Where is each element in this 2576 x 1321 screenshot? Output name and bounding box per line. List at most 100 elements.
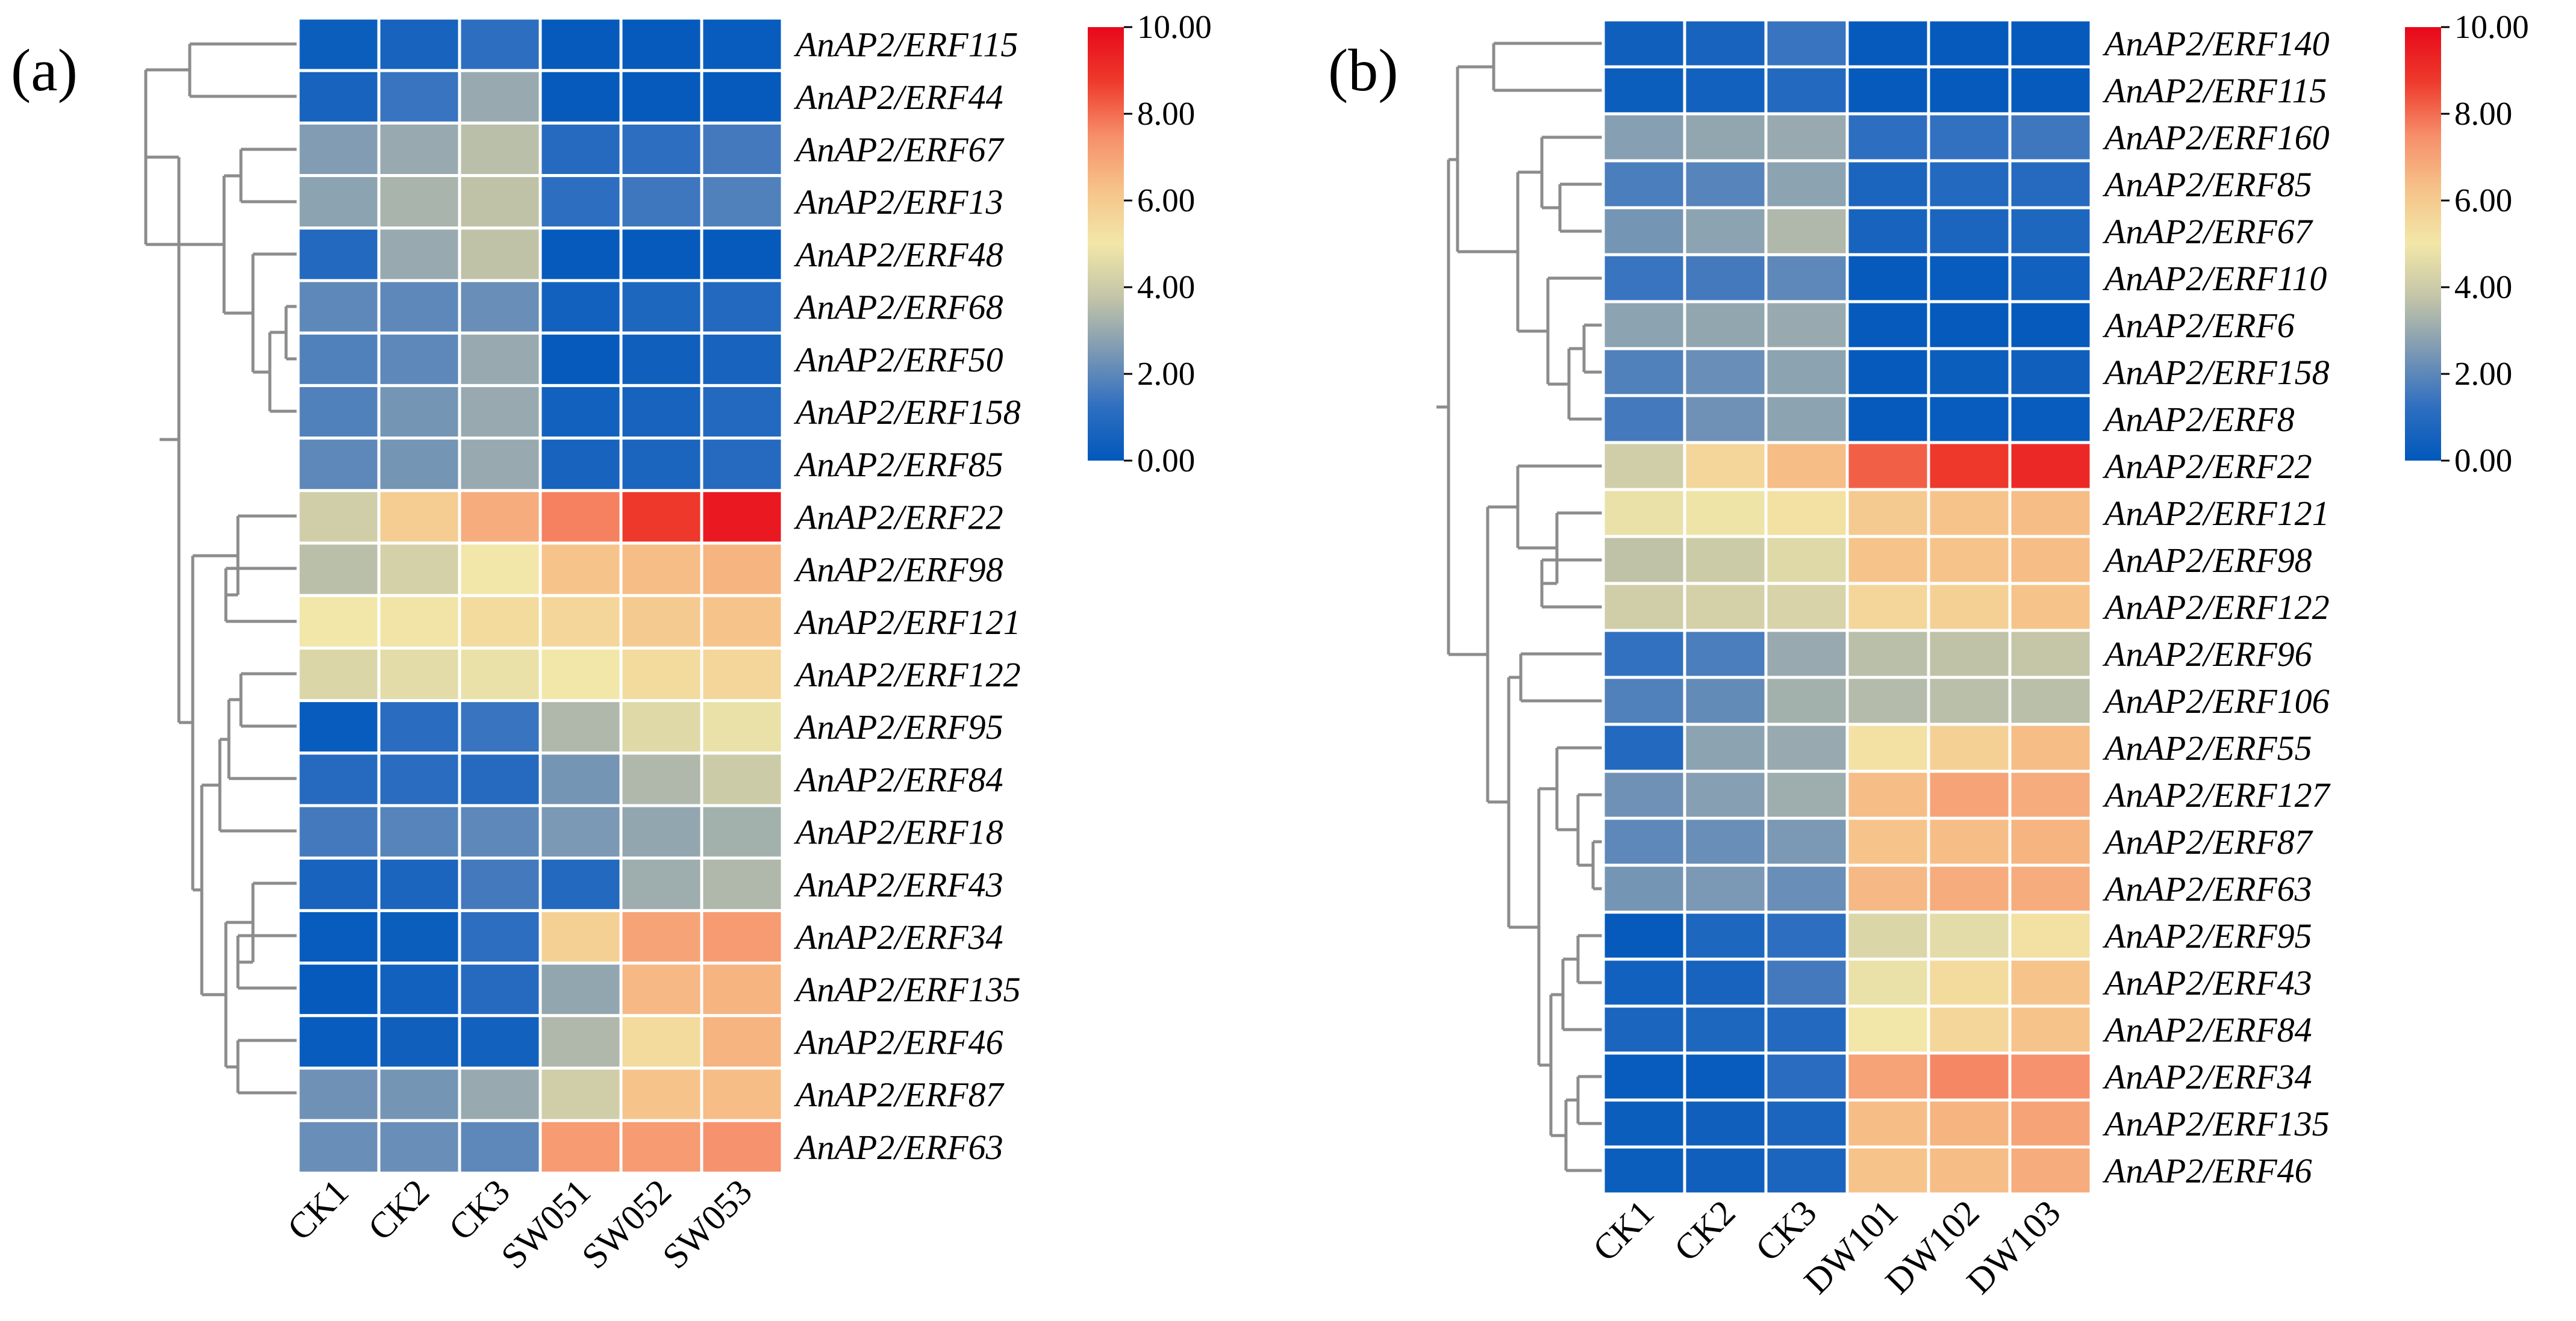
row-label: AnAP2/ERF13	[793, 182, 1003, 222]
row-label: AnAP2/ERF84	[793, 760, 1003, 799]
heatmap-cell	[1764, 206, 1849, 256]
heatmap-cell	[1683, 957, 1768, 1008]
heatmap-cell	[1764, 816, 1849, 867]
heatmap-cell	[296, 804, 381, 860]
heatmap-cell	[1601, 394, 1686, 444]
heatmap-cell	[377, 1014, 461, 1070]
heatmap-cell	[1927, 1098, 2012, 1149]
heatmap-cell	[1927, 159, 2012, 210]
heatmap-cell	[700, 962, 784, 1018]
heatmap-cell	[296, 279, 381, 335]
heatmap-cell	[538, 174, 623, 230]
heatmap-cell	[619, 489, 703, 545]
heatmap-cell	[377, 174, 461, 230]
heatmap-cell	[619, 1119, 703, 1175]
heatmap-cell	[538, 384, 623, 440]
heatmap-cell	[1601, 488, 1686, 538]
row-label: AnAP2/ERF135	[793, 970, 1021, 1009]
row-label: AnAP2/ERF43	[2102, 963, 2312, 1002]
heatmap-cell	[1764, 1098, 1849, 1149]
heatmap-cell	[1601, 816, 1686, 867]
heatmap-cell	[1601, 65, 1686, 116]
heatmap-cell	[377, 384, 461, 440]
heatmap-cell	[2008, 1098, 2093, 1149]
heatmap-cell	[619, 646, 703, 703]
row-label: AnAP2/ERF115	[2102, 71, 2327, 110]
heatmap-cell	[1845, 863, 1930, 914]
heatmap-cell	[296, 1014, 381, 1070]
colorbar-a: 0.00 2.00 4.00 6.00 8.00 10.00	[1088, 8, 1212, 479]
heatmap-cell	[1601, 676, 1686, 726]
row-label: AnAP2/ERF85	[2102, 165, 2312, 204]
heatmap-cell	[700, 751, 784, 807]
heatmap-cell	[2008, 629, 2093, 679]
heatmap-cell	[1601, 1004, 1686, 1055]
heatmap-cell	[1683, 1145, 1768, 1196]
heatmap-cell	[1845, 723, 1930, 773]
heatmap-cell	[538, 1119, 623, 1175]
heatmap-cell	[2008, 441, 2093, 491]
heatmap-cell	[2008, 1051, 2093, 1102]
heatmap-cell	[1927, 910, 2012, 961]
heatmap-cell	[1764, 18, 1849, 69]
heatmap-cell	[1683, 723, 1768, 773]
heatmap-cell	[458, 226, 542, 282]
heatmap-cell	[458, 1014, 542, 1070]
row-label: AnAP2/ERF84	[2102, 1010, 2312, 1049]
row-label: AnAP2/ERF22	[793, 497, 1003, 536]
heatmap-cell	[458, 489, 542, 545]
row-label: AnAP2/ERF121	[2102, 494, 2330, 533]
heatmap-cell	[1683, 18, 1768, 69]
heatmap-cell	[700, 69, 784, 125]
row-label: AnAP2/ERF158	[2102, 353, 2330, 392]
heatmap-cell	[458, 856, 542, 912]
heatmap-cell	[1927, 206, 2012, 256]
heatmap-cell	[1764, 676, 1849, 726]
colorbar-tick-label: 10.00	[1137, 8, 1212, 45]
heatmap-cell	[1845, 1051, 1930, 1102]
heatmap-cell	[2008, 18, 2093, 69]
heatmap-cell	[619, 16, 703, 72]
colorbar-tick-label: 10.00	[2454, 8, 2529, 45]
heatmap-cell	[619, 384, 703, 440]
heatmap-cell	[619, 962, 703, 1018]
heatmap-cell	[1601, 18, 1686, 69]
heatmap-cell	[1764, 582, 1849, 632]
heatmap-cell	[458, 16, 542, 72]
heatmap-cell	[1845, 535, 1930, 585]
heatmap-cell	[1927, 1051, 2012, 1102]
heatmap-cell	[458, 437, 542, 493]
heatmap-cell	[1601, 535, 1686, 585]
heatmap-cell	[2008, 394, 2093, 444]
heatmap-cell	[458, 699, 542, 755]
heatmap-cell	[1764, 394, 1849, 444]
heatmap-cell	[538, 699, 623, 755]
heatmap-cell	[1764, 300, 1849, 350]
heatmap-cell	[1601, 300, 1686, 350]
heatmap-cell	[296, 1119, 381, 1175]
colorbar-tick-label: 2.00	[2454, 355, 2512, 392]
heatmap-cell	[1683, 1051, 1768, 1102]
heatmap-cell	[1764, 957, 1849, 1008]
colorbar-gradient	[2405, 27, 2441, 461]
heatmap-cell	[619, 437, 703, 493]
heatmap-cell	[1764, 112, 1849, 163]
heatmap-cell	[1683, 300, 1768, 350]
row-label: AnAP2/ERF121	[793, 603, 1021, 642]
heatmap-cell	[700, 699, 784, 755]
heatmap-cell	[700, 1119, 784, 1175]
heatmap-cell	[1845, 629, 1930, 679]
heatmap-cell	[700, 174, 784, 230]
row-label: AnAP2/ERF18	[793, 813, 1003, 852]
heatmap-cell	[1845, 441, 1930, 491]
heatmap-cell	[538, 646, 623, 703]
heatmap-cell	[1683, 535, 1768, 585]
heatmap-cell	[1927, 65, 2012, 116]
colorbar-tick-label: 8.00	[2454, 95, 2512, 132]
row-label: AnAP2/ERF87	[793, 1075, 1005, 1114]
heatmap-cell	[1845, 488, 1930, 538]
heatmap-cell	[296, 962, 381, 1018]
row-label: AnAP2/ERF22	[2102, 447, 2312, 486]
heatmap-cell	[1927, 112, 2012, 163]
heatmap-cell	[1845, 65, 1930, 116]
